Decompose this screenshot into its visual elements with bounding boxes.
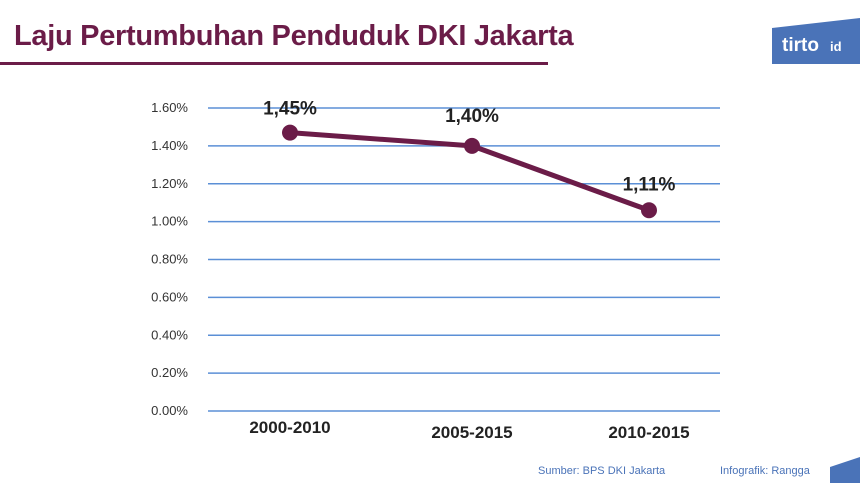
data-label: 1,45% — [263, 99, 317, 120]
credit-note: Infografik: Rangga — [720, 465, 810, 477]
x-tick-label: 2010-2015 — [608, 423, 689, 442]
source-note: Sumber: BPS DKI Jakarta — [538, 465, 666, 477]
grid-lines — [208, 107, 720, 412]
logo-suffix: id — [830, 39, 842, 54]
data-point — [464, 137, 480, 154]
data-points — [282, 124, 657, 219]
x-axis-ticks: 2000-2010 2005-2015 2010-2015 — [249, 418, 689, 442]
y-tick-label: 0.60% — [151, 289, 188, 304]
logo-text: tirto — [782, 35, 819, 56]
x-tick-label: 2005-2015 — [431, 423, 512, 442]
y-tick-label: 1.40% — [151, 138, 188, 153]
y-tick-label: 0.40% — [151, 327, 188, 342]
data-label: 1,40% — [445, 106, 499, 127]
y-axis-ticks: 0.00% 0.20% 0.40% 0.60% 0.80% 1.00% 1.20% 1.40%… — [151, 100, 188, 418]
tirto-logo: tirto id — [772, 18, 860, 64]
data-label: 1,11% — [623, 174, 676, 195]
y-tick-label: 1.60% — [151, 100, 188, 115]
data-point — [282, 124, 298, 141]
page-title: Laju Pertumbuhan Penduduk DKI Jakarta — [14, 20, 574, 52]
data-labels: 1,45% 1,40% 1,11% — [263, 99, 675, 196]
y-tick-label: 1.00% — [151, 214, 188, 229]
y-tick-label: 0.80% — [151, 252, 188, 267]
logo-background — [772, 18, 860, 64]
y-tick-label: 1.20% — [151, 176, 188, 191]
title-underline — [0, 62, 548, 65]
x-tick-label: 2000-2010 — [249, 418, 330, 437]
y-tick-label: 0.00% — [151, 403, 188, 418]
y-tick-label: 0.20% — [151, 365, 188, 380]
line-chart: 0.00% 0.20% 0.40% 0.60% 0.80% 1.00% 1.20% 1.40%… — [151, 99, 720, 442]
corner-decoration — [830, 457, 860, 483]
data-point — [641, 202, 657, 219]
